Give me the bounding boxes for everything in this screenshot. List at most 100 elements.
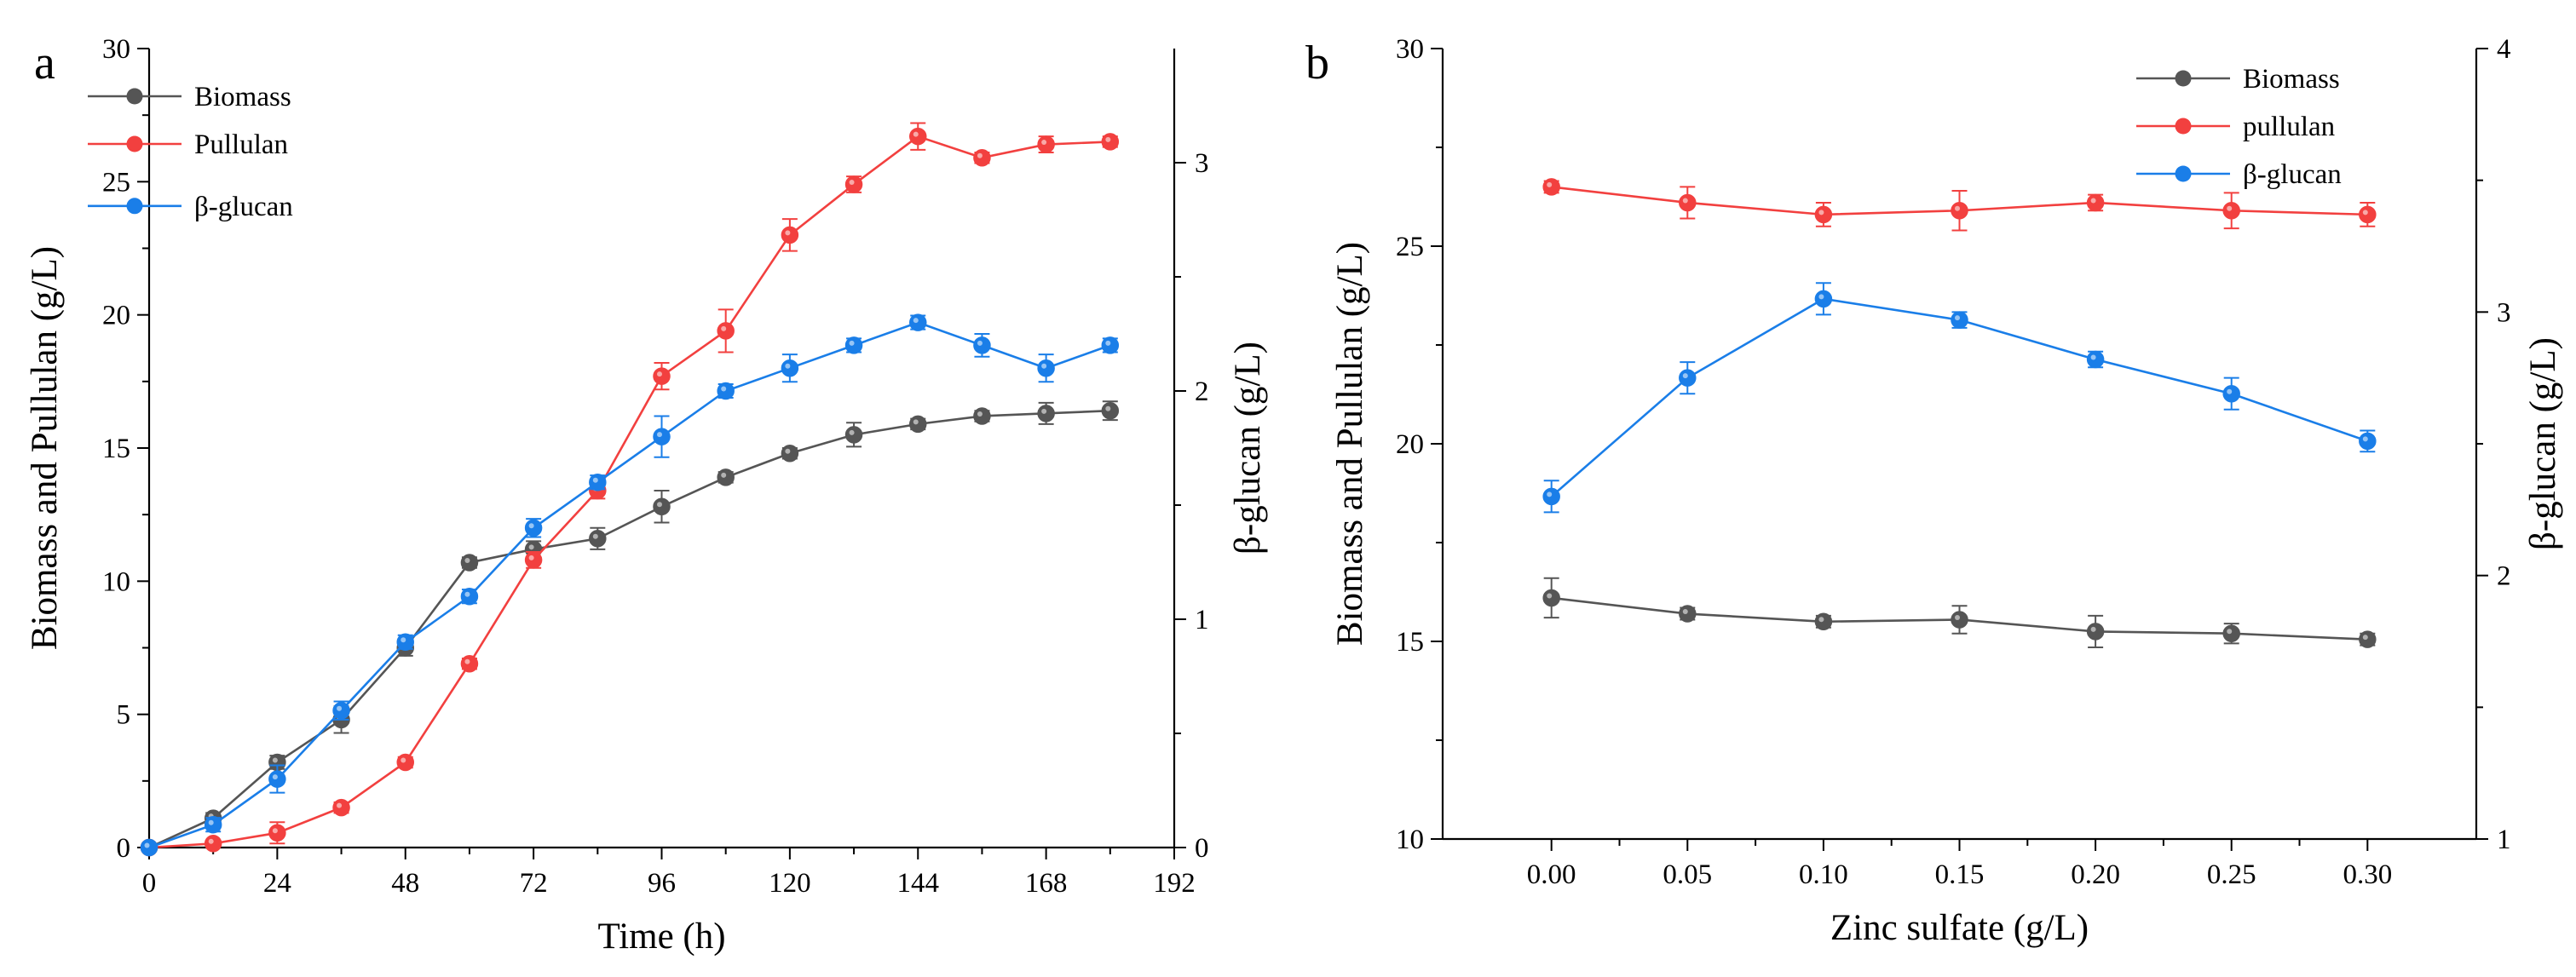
data-point [844,336,863,354]
x-tick-label: 144 [897,868,940,899]
data-point [524,551,543,569]
x-tick-label: 0.15 [1935,859,1985,890]
x-tick-label: 96 [648,868,676,899]
data-point-highlight [464,557,470,563]
data-point-highlight [1818,617,1824,623]
data-point [973,336,991,354]
x-tick-label: 192 [1153,868,1196,899]
data-point-highlight [977,411,983,417]
data-point-highlight [785,230,791,236]
data-point-highlight [1818,294,1824,300]
x-axis-title: Time (h) [597,917,725,957]
data-point-highlight [528,523,534,529]
legend-item: β-glucan [2136,159,2342,190]
data-point-highlight [272,828,278,834]
data-point [204,815,222,834]
data-point-highlight [528,555,534,560]
data-point [844,175,863,193]
data-point [844,426,863,444]
data-point-highlight [1818,210,1824,216]
data-point [2359,630,2377,648]
y-tick-label: 15 [102,434,130,464]
data-point-highlight [721,386,727,392]
y-tick-label: 20 [102,301,130,331]
data-point [2086,350,2105,369]
data-point [396,633,414,652]
data-point-highlight [2362,635,2368,641]
data-point-highlight [1682,609,1688,615]
data-point [973,407,991,425]
data-point-highlight [913,318,919,324]
data-point [524,519,543,537]
y2-tick-label: 0 [1195,833,1209,864]
data-point [332,798,350,817]
data-point [2222,384,2240,403]
series-pullulan [140,122,1120,857]
y2-tick-label: 3 [2497,297,2511,328]
data-point [332,701,350,720]
data-point [460,587,479,606]
series-line [148,135,1110,849]
data-point [1814,205,1833,224]
data-point-highlight [849,429,855,435]
data-point-highlight [1041,140,1047,146]
series-biomass [1542,577,2377,648]
data-point [1814,290,1833,308]
x-tick-label: 0 [142,868,157,899]
data-point-highlight [2090,354,2096,360]
data-point [1037,135,1055,153]
data-point-highlight [977,152,983,158]
data-point-highlight [1547,491,1553,497]
data-point [781,359,799,377]
data-point [589,473,607,491]
legend-marker [2175,118,2192,135]
x-tick-label: 24 [263,868,291,899]
data-point-highlight [208,838,214,844]
data-point [1101,336,1120,354]
data-point [909,313,927,331]
series-line [148,409,1110,849]
y-axis-title: Biomass and Pullulan (g/L) [25,246,65,650]
data-point [717,382,735,400]
y-axis-title: Biomass and Pullulan (g/L) [1330,242,1370,646]
data-point-highlight [1041,408,1047,414]
data-point-highlight [592,533,598,539]
data-point-highlight [657,371,662,377]
x-tick-label: 168 [1025,868,1068,899]
data-point [2222,624,2240,642]
x-tick-label: 0.05 [1663,859,1712,890]
data-point [396,753,414,772]
data-point-highlight [849,340,855,346]
legend-marker [126,135,143,152]
data-point [717,468,735,486]
data-point-highlight [208,819,214,825]
series-biomass [140,400,1120,857]
y2-tick-label: 1 [1195,605,1209,635]
data-point [268,824,286,842]
data-point [2086,623,2105,641]
data-point-highlight [849,179,855,185]
legend-marker [2175,165,2192,182]
data-point [1037,359,1055,377]
y-tick-label: 15 [1396,627,1424,658]
data-point [204,835,222,853]
data-point [140,838,158,857]
data-point-highlight [1041,363,1047,369]
data-point-highlight [1955,205,1960,211]
data-point-highlight [144,842,150,848]
legend-label: pullulan [2243,112,2335,142]
data-point [1542,589,1560,607]
data-point [1542,487,1560,506]
series-line [148,321,1111,849]
y-tick-label: 5 [117,700,131,731]
data-point [589,530,607,548]
data-point [1101,133,1120,151]
data-point-highlight [1547,593,1553,599]
data-point [1814,612,1833,631]
data-point [268,770,286,788]
data-point-highlight [464,658,470,664]
x-tick-label: 0.25 [2207,859,2256,890]
data-point-highlight [2090,198,2096,204]
data-point-highlight [464,591,470,597]
data-point [1951,611,1968,629]
